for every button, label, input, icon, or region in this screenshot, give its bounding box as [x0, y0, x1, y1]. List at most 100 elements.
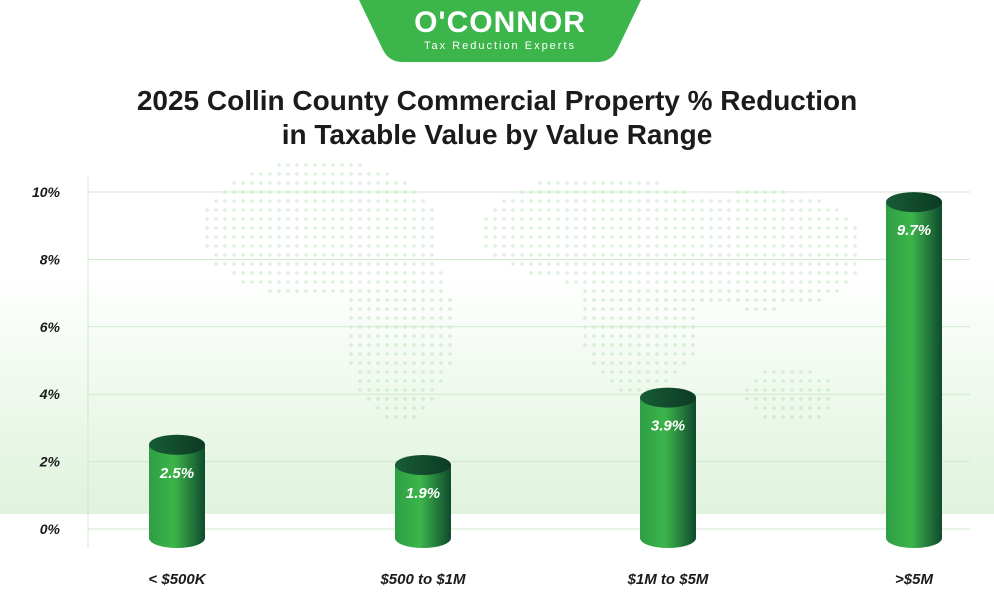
- map-dot: [331, 253, 335, 257]
- y-tick-label: 4%: [39, 386, 61, 402]
- map-dot: [520, 262, 524, 266]
- map-dot: [655, 262, 659, 266]
- map-dot: [277, 181, 281, 185]
- map-dot: [682, 307, 686, 311]
- map-dot: [538, 253, 542, 257]
- map-dot: [691, 298, 695, 302]
- map-dot: [619, 262, 623, 266]
- map-dot: [637, 226, 641, 230]
- map-dot: [763, 199, 767, 203]
- map-dot: [295, 217, 299, 221]
- map-dot: [781, 217, 785, 221]
- map-dot: [745, 298, 749, 302]
- map-dot: [430, 343, 434, 347]
- map-dot: [646, 271, 650, 275]
- map-dot: [781, 415, 785, 419]
- map-dot: [403, 217, 407, 221]
- map-dot: [574, 262, 578, 266]
- map-dot: [412, 361, 416, 365]
- map-dot: [718, 244, 722, 248]
- map-dot: [583, 262, 587, 266]
- map-dot: [250, 253, 254, 257]
- map-dot: [781, 253, 785, 257]
- map-dot: [637, 388, 641, 392]
- map-dot: [610, 343, 614, 347]
- map-dot: [223, 253, 227, 257]
- map-dot: [484, 235, 488, 239]
- map-dot: [565, 181, 569, 185]
- map-dot: [799, 226, 803, 230]
- map-dot: [367, 226, 371, 230]
- map-dot: [349, 298, 353, 302]
- map-dot: [709, 253, 713, 257]
- map-dot: [241, 280, 245, 284]
- map-dot: [601, 361, 605, 365]
- map-dot: [610, 235, 614, 239]
- map-dot: [637, 298, 641, 302]
- map-dot: [331, 163, 335, 167]
- map-dot: [547, 217, 551, 221]
- map-dot: [367, 199, 371, 203]
- map-dot: [853, 262, 857, 266]
- map-dot: [583, 244, 587, 248]
- map-dot: [817, 217, 821, 221]
- map-dot: [556, 244, 560, 248]
- map-dot: [610, 379, 614, 383]
- map-dot: [358, 271, 362, 275]
- map-dot: [304, 253, 308, 257]
- map-dot: [772, 199, 776, 203]
- map-dot: [367, 208, 371, 212]
- map-dot: [673, 307, 677, 311]
- map-dot: [205, 226, 209, 230]
- map-dot: [637, 199, 641, 203]
- map-dot: [358, 199, 362, 203]
- map-dot: [394, 289, 398, 293]
- map-dot: [430, 235, 434, 239]
- map-dot: [826, 388, 830, 392]
- map-dot: [619, 244, 623, 248]
- map-dot: [394, 280, 398, 284]
- map-dot: [628, 334, 632, 338]
- map-dot: [610, 280, 614, 284]
- map-dot: [709, 244, 713, 248]
- map-dot: [691, 334, 695, 338]
- map-dot: [853, 235, 857, 239]
- map-dot: [790, 199, 794, 203]
- map-dot: [691, 235, 695, 239]
- map-dot: [727, 217, 731, 221]
- map-dot: [619, 217, 623, 221]
- map-dot: [232, 262, 236, 266]
- map-dot: [718, 199, 722, 203]
- map-dot: [367, 397, 371, 401]
- map-dot: [727, 262, 731, 266]
- map-dot: [430, 388, 434, 392]
- map-dot: [367, 298, 371, 302]
- map-dot: [304, 181, 308, 185]
- map-dot: [844, 262, 848, 266]
- map-dot: [349, 271, 353, 275]
- map-dot: [349, 226, 353, 230]
- map-dot: [826, 271, 830, 275]
- map-dot: [610, 316, 614, 320]
- map-dot: [808, 370, 812, 374]
- map-dot: [781, 406, 785, 410]
- map-dot: [358, 316, 362, 320]
- map-dot: [421, 253, 425, 257]
- map-dot: [529, 244, 533, 248]
- map-dot: [511, 235, 515, 239]
- map-dot: [655, 181, 659, 185]
- map-dot: [421, 406, 425, 410]
- map-dot: [331, 271, 335, 275]
- map-dot: [691, 253, 695, 257]
- map-dot: [241, 199, 245, 203]
- map-dot: [286, 208, 290, 212]
- map-dot: [673, 343, 677, 347]
- bar-value-label: 2.5%: [159, 465, 194, 482]
- map-dot: [844, 217, 848, 221]
- map-dot: [520, 253, 524, 257]
- map-dot: [691, 244, 695, 248]
- map-dot: [286, 235, 290, 239]
- y-tick-label: 2%: [39, 454, 61, 470]
- map-dot: [691, 289, 695, 293]
- map-dot: [565, 244, 569, 248]
